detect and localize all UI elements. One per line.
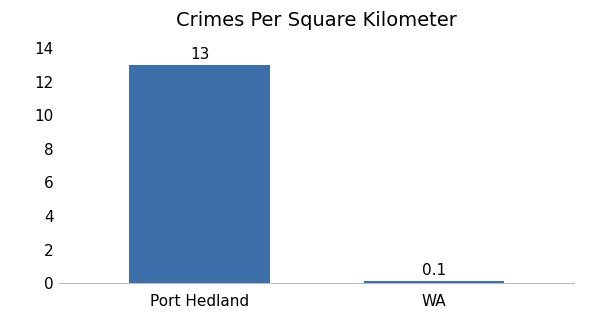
Bar	[130, 65, 270, 283]
Text: 0.1: 0.1	[422, 263, 446, 278]
Text: 13: 13	[190, 47, 210, 62]
Bar	[363, 281, 504, 283]
Title: Crimes Per Square Kilometer: Crimes Per Square Kilometer	[176, 11, 457, 30]
